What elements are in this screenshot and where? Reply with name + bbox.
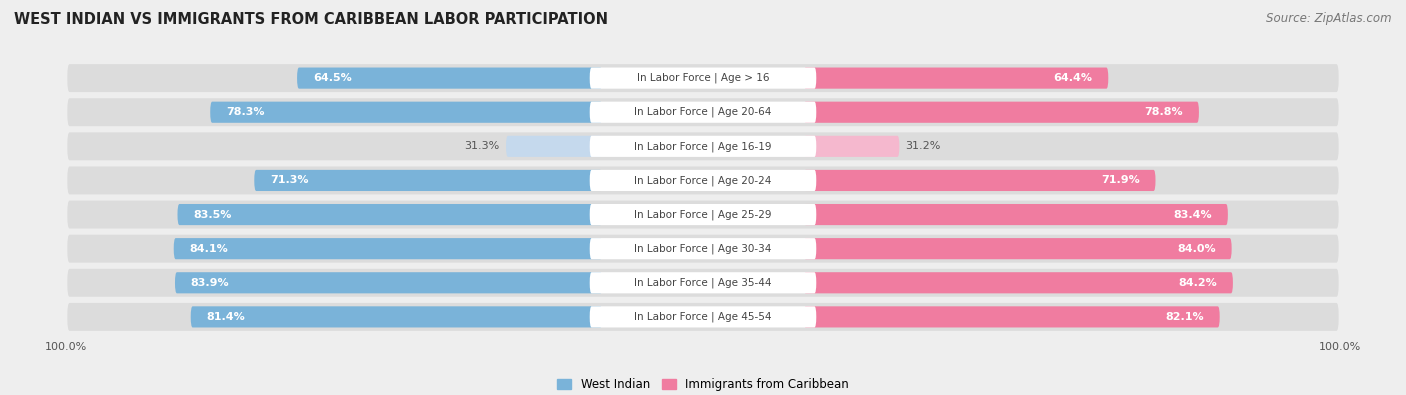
Text: In Labor Force | Age > 16: In Labor Force | Age > 16 <box>637 73 769 83</box>
FancyBboxPatch shape <box>589 170 817 191</box>
Text: 84.1%: 84.1% <box>190 244 228 254</box>
FancyBboxPatch shape <box>254 170 602 191</box>
FancyBboxPatch shape <box>804 272 1233 293</box>
Text: 78.8%: 78.8% <box>1144 107 1184 117</box>
Legend: West Indian, Immigrants from Caribbean: West Indian, Immigrants from Caribbean <box>553 373 853 395</box>
FancyBboxPatch shape <box>67 235 1339 263</box>
FancyBboxPatch shape <box>67 98 1339 126</box>
FancyBboxPatch shape <box>506 136 602 157</box>
FancyBboxPatch shape <box>589 102 817 123</box>
FancyBboxPatch shape <box>174 272 602 293</box>
Text: 100.0%: 100.0% <box>45 342 87 352</box>
FancyBboxPatch shape <box>177 204 602 225</box>
Text: 83.4%: 83.4% <box>1174 210 1212 220</box>
FancyBboxPatch shape <box>67 166 1339 194</box>
Text: 64.5%: 64.5% <box>312 73 352 83</box>
Text: 84.2%: 84.2% <box>1178 278 1218 288</box>
FancyBboxPatch shape <box>589 68 817 89</box>
FancyBboxPatch shape <box>174 238 602 259</box>
FancyBboxPatch shape <box>804 68 1108 89</box>
Text: 31.2%: 31.2% <box>905 141 941 151</box>
FancyBboxPatch shape <box>589 272 817 293</box>
FancyBboxPatch shape <box>191 307 602 327</box>
Text: In Labor Force | Age 25-29: In Labor Force | Age 25-29 <box>634 209 772 220</box>
Text: In Labor Force | Age 30-34: In Labor Force | Age 30-34 <box>634 243 772 254</box>
Text: 71.3%: 71.3% <box>270 175 308 185</box>
FancyBboxPatch shape <box>804 238 1232 259</box>
Text: In Labor Force | Age 35-44: In Labor Force | Age 35-44 <box>634 278 772 288</box>
FancyBboxPatch shape <box>589 238 817 259</box>
Text: 100.0%: 100.0% <box>1319 342 1361 352</box>
FancyBboxPatch shape <box>589 307 817 327</box>
FancyBboxPatch shape <box>804 136 900 157</box>
Text: 64.4%: 64.4% <box>1053 73 1092 83</box>
Text: In Labor Force | Age 20-24: In Labor Force | Age 20-24 <box>634 175 772 186</box>
Text: 81.4%: 81.4% <box>207 312 245 322</box>
Text: 71.9%: 71.9% <box>1101 175 1140 185</box>
FancyBboxPatch shape <box>67 132 1339 160</box>
Text: 82.1%: 82.1% <box>1166 312 1204 322</box>
FancyBboxPatch shape <box>67 269 1339 297</box>
FancyBboxPatch shape <box>211 102 602 123</box>
Text: In Labor Force | Age 20-64: In Labor Force | Age 20-64 <box>634 107 772 117</box>
Text: 78.3%: 78.3% <box>226 107 264 117</box>
FancyBboxPatch shape <box>589 204 817 225</box>
Text: Source: ZipAtlas.com: Source: ZipAtlas.com <box>1267 12 1392 25</box>
Text: In Labor Force | Age 45-54: In Labor Force | Age 45-54 <box>634 312 772 322</box>
FancyBboxPatch shape <box>67 303 1339 331</box>
Text: 31.3%: 31.3% <box>464 141 499 151</box>
FancyBboxPatch shape <box>804 170 1156 191</box>
FancyBboxPatch shape <box>67 64 1339 92</box>
Text: 83.9%: 83.9% <box>191 278 229 288</box>
Text: 84.0%: 84.0% <box>1177 244 1216 254</box>
Text: In Labor Force | Age 16-19: In Labor Force | Age 16-19 <box>634 141 772 152</box>
Text: 83.5%: 83.5% <box>193 210 232 220</box>
FancyBboxPatch shape <box>804 102 1199 123</box>
FancyBboxPatch shape <box>589 136 817 157</box>
Text: WEST INDIAN VS IMMIGRANTS FROM CARIBBEAN LABOR PARTICIPATION: WEST INDIAN VS IMMIGRANTS FROM CARIBBEAN… <box>14 12 607 27</box>
FancyBboxPatch shape <box>804 307 1219 327</box>
FancyBboxPatch shape <box>67 201 1339 229</box>
FancyBboxPatch shape <box>804 204 1227 225</box>
FancyBboxPatch shape <box>297 68 602 89</box>
